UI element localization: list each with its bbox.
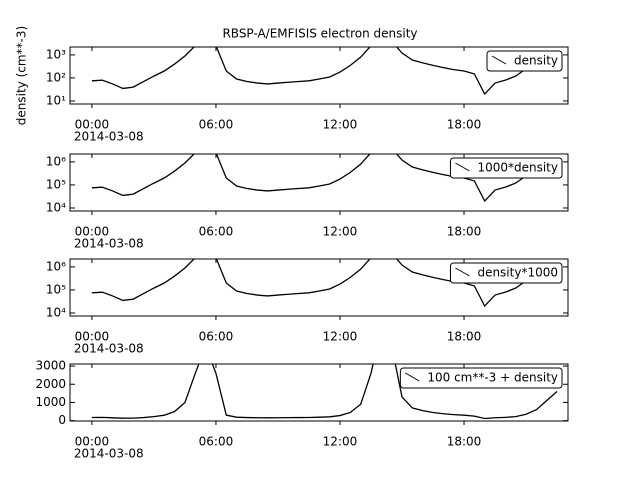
plot-frame — [69, 153, 569, 212]
x-date-label: 2014-03-08 — [74, 447, 144, 461]
y-tick-label: 10¹ — [46, 93, 66, 107]
y-tick-label: 2000 — [35, 377, 66, 391]
legend-line — [455, 267, 470, 277]
legend: 100 cm**-3 + density — [399, 367, 563, 389]
y-tick-label: 1000 — [35, 395, 66, 409]
data-line — [91, 154, 558, 203]
plot-frame — [69, 363, 569, 422]
legend-label: density — [514, 54, 558, 68]
legend-line — [491, 55, 507, 65]
y-tick-label: 10⁵ — [46, 177, 66, 191]
x-tick-label: 00:00 — [75, 225, 110, 239]
legend-box — [486, 50, 563, 72]
plot-frame — [69, 46, 569, 105]
plot-frame — [69, 258, 569, 317]
y-tick-label: 10² — [46, 70, 66, 84]
x-tick-label: 00:00 — [75, 435, 110, 449]
legend-label: 1000*density — [477, 161, 558, 175]
x-tick-label: 12:00 — [323, 435, 358, 449]
x-tick-label: 12:00 — [323, 118, 358, 132]
x-tick-label: 18:00 — [447, 435, 482, 449]
y-tick-label: 10⁵ — [46, 282, 66, 296]
legend-box — [449, 262, 563, 284]
panel: 00:00 06:00 12:00 18:00 2014-03-08 10⁴ 10⁵ 10⁶ 1… — [46, 153, 569, 251]
y-tick-label: 0 — [58, 413, 66, 427]
x-tick-label: 18:00 — [447, 330, 482, 344]
data-line — [91, 364, 558, 420]
x-tick-label: 12:00 — [323, 225, 358, 239]
y-tick-label: 10⁶ — [46, 154, 66, 168]
y-tick-label: 10⁴ — [46, 200, 66, 214]
figure-title: RBSP-A/EMFISIS electron density — [222, 27, 417, 41]
panel: 00:00 06:00 12:00 18:00 2014-03-08 10¹ 10² 10³ d… — [15, 26, 569, 144]
x-tick-label: 12:00 — [323, 330, 358, 344]
x-tick-label: 00:00 — [75, 118, 110, 132]
legend-line — [455, 162, 470, 172]
x-tick-label: 06:00 — [199, 330, 234, 344]
x-tick-label: 18:00 — [447, 225, 482, 239]
x-tick-label: 06:00 — [199, 435, 234, 449]
data-line — [91, 47, 558, 96]
x-tick-label: 18:00 — [447, 118, 482, 132]
x-tick-label: 06:00 — [199, 118, 234, 132]
legend-line — [405, 372, 420, 382]
x-date-label: 2014-03-08 — [74, 237, 144, 251]
legend: density — [486, 50, 563, 72]
legend-label: density*1000 — [477, 266, 558, 280]
legend-box — [449, 157, 563, 179]
data-line — [91, 259, 558, 308]
y-tick-label: 10⁶ — [46, 259, 66, 273]
x-tick-label: 00:00 — [75, 330, 110, 344]
legend-box — [399, 367, 563, 389]
x-date-label: 2014-03-08 — [74, 130, 144, 144]
panel: 00:00 06:00 12:00 18:00 2014-03-08 0 1000 2000 3… — [35, 359, 569, 461]
x-date-label: 2014-03-08 — [74, 342, 144, 356]
y-tick-label: 3000 — [35, 359, 66, 373]
legend: 1000*density — [449, 157, 563, 179]
y-axis-label: density (cm**-3) — [15, 26, 29, 125]
legend-label: 100 cm**-3 + density — [427, 371, 558, 385]
y-tick-label: 10³ — [46, 47, 66, 61]
panel: 00:00 06:00 12:00 18:00 2014-03-08 10⁴ 10⁵ 10⁶ d… — [46, 258, 569, 356]
x-tick-label: 06:00 — [199, 225, 234, 239]
y-tick-label: 10⁴ — [46, 305, 66, 319]
legend: density*1000 — [449, 262, 563, 284]
